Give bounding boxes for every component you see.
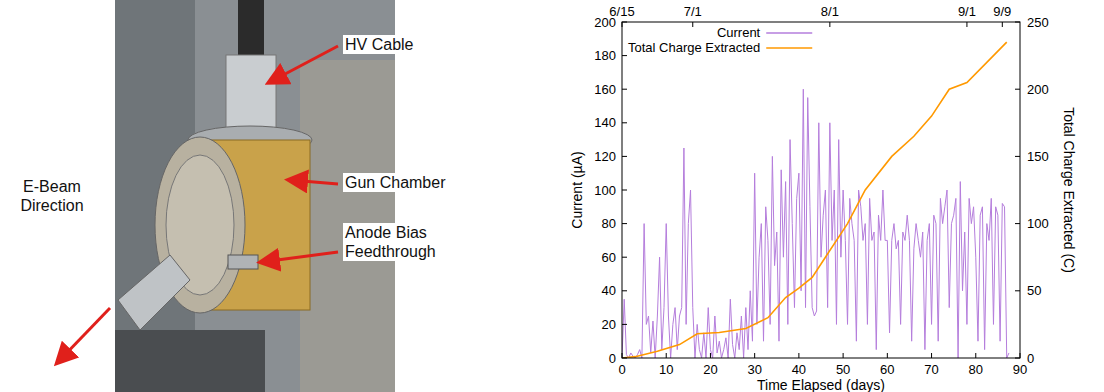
x-tick bbox=[843, 353, 844, 358]
x2-tick-label: 9/1 bbox=[958, 4, 976, 19]
photo-feedthrough bbox=[228, 255, 258, 269]
y2-tick bbox=[1015, 358, 1020, 359]
plot-frame bbox=[622, 22, 1020, 358]
y-tick bbox=[622, 290, 627, 291]
x-tick-label: 0 bbox=[618, 362, 625, 377]
x-tick-label: 30 bbox=[747, 362, 761, 377]
series-line bbox=[622, 42, 1007, 358]
y-tick-label: 20 bbox=[602, 317, 616, 332]
y2-tick-label: 150 bbox=[1027, 149, 1049, 164]
x-tick-label: 20 bbox=[703, 362, 717, 377]
y2-tick bbox=[1015, 22, 1020, 23]
x-tick-label: 40 bbox=[792, 362, 806, 377]
y2-tick bbox=[1015, 89, 1020, 90]
y2-tick bbox=[1015, 156, 1020, 157]
y2-tick-label: 250 bbox=[1027, 15, 1049, 30]
y-tick-label: 160 bbox=[594, 82, 616, 97]
x2-tick-label: 7/1 bbox=[684, 4, 702, 19]
photo-background bbox=[115, 0, 395, 392]
legend-swatch bbox=[766, 47, 812, 49]
label-background bbox=[343, 242, 438, 261]
x2-tick-label: 9/9 bbox=[993, 4, 1011, 19]
photo-label: Anode Bias bbox=[345, 224, 427, 241]
x-tick bbox=[798, 353, 799, 358]
x-tick bbox=[754, 353, 755, 358]
y2-tick-label: 200 bbox=[1027, 82, 1049, 97]
x-tick bbox=[887, 353, 888, 358]
legend-swatch bbox=[766, 32, 812, 34]
y-tick bbox=[622, 22, 627, 23]
y-tick bbox=[622, 89, 627, 90]
x-tick-label: 80 bbox=[969, 362, 983, 377]
plot-marks bbox=[622, 42, 1009, 358]
y-tick-label: 120 bbox=[594, 149, 616, 164]
y-tick bbox=[622, 55, 627, 56]
x-tick bbox=[931, 353, 932, 358]
label-background bbox=[343, 173, 448, 192]
pointer-arrow bbox=[262, 252, 338, 262]
y2-tick-label: 0 bbox=[1027, 351, 1034, 366]
y-tick-label: 40 bbox=[602, 283, 616, 298]
x-tick-label: 70 bbox=[924, 362, 938, 377]
photo-label: Feedthrough bbox=[345, 243, 436, 260]
x-tick-label: 50 bbox=[836, 362, 850, 377]
photo-beam-pipe bbox=[118, 255, 190, 330]
pointer-arrow bbox=[58, 308, 110, 362]
x2-tick-label: 8/1 bbox=[821, 4, 839, 19]
pointer-arrow bbox=[270, 46, 338, 82]
x2-tick bbox=[692, 22, 693, 27]
y-tick-label: 0 bbox=[609, 351, 616, 366]
x-tick-label: 60 bbox=[880, 362, 894, 377]
x-tick bbox=[622, 353, 623, 358]
x2-tick bbox=[622, 22, 623, 27]
figure: HV Cable Gun Chamber Anode Bias Feedthrough… bbox=[0, 0, 1104, 392]
y2-tick-label: 50 bbox=[1027, 283, 1041, 298]
x-tick bbox=[666, 353, 667, 358]
x-tick bbox=[975, 353, 976, 358]
y-tick-label: 60 bbox=[602, 250, 616, 265]
photo-label: E-Beam bbox=[23, 178, 81, 195]
y-tick bbox=[622, 358, 627, 359]
label-background bbox=[343, 223, 429, 242]
x-tick bbox=[710, 353, 711, 358]
photo-label: Gun Chamber bbox=[345, 174, 446, 191]
y-tick bbox=[622, 122, 627, 123]
y-tick bbox=[622, 324, 627, 325]
legend: CurrentTotal Charge Extracted bbox=[628, 25, 812, 55]
pointer-arrow bbox=[290, 180, 338, 184]
y-tick bbox=[622, 190, 627, 191]
x-tick bbox=[1020, 353, 1021, 358]
x-axis-title: Time Elapsed (days) bbox=[757, 377, 885, 392]
photo-label: Direction bbox=[20, 197, 83, 214]
y-tick bbox=[622, 223, 627, 224]
chart: 01020304050607080906/157/18/19/19/902040… bbox=[569, 4, 1077, 392]
y-tick-label: 200 bbox=[594, 15, 616, 30]
y-tick-label: 80 bbox=[602, 216, 616, 231]
photo: HV Cable Gun Chamber Anode Bias Feedthrough… bbox=[20, 0, 448, 392]
y-tick-label: 140 bbox=[594, 115, 616, 130]
y-tick bbox=[622, 156, 627, 157]
y2-tick bbox=[1015, 290, 1020, 291]
y2-axis-title: Total Charge Extracted (C) bbox=[1061, 107, 1077, 273]
x2-tick bbox=[966, 22, 967, 27]
x2-tick bbox=[829, 22, 830, 27]
x-tick-label: 10 bbox=[659, 362, 673, 377]
y2-tick-label: 100 bbox=[1027, 216, 1049, 231]
y-tick-label: 180 bbox=[594, 48, 616, 63]
y2-tick bbox=[1015, 223, 1020, 224]
y-tick bbox=[622, 257, 627, 258]
photo-cable bbox=[238, 0, 264, 60]
y-tick-label: 100 bbox=[594, 183, 616, 198]
photo-label: HV Cable bbox=[345, 36, 414, 53]
legend-label: Total Charge Extracted bbox=[628, 40, 760, 55]
y-axis-title: Current (µA) bbox=[569, 151, 585, 228]
x2-tick bbox=[1002, 22, 1003, 27]
label-background bbox=[343, 35, 416, 54]
legend-label: Current bbox=[717, 25, 761, 40]
photo-cables-bottom bbox=[115, 330, 265, 392]
x-tick-label: 90 bbox=[1013, 362, 1027, 377]
series-line bbox=[622, 89, 1009, 358]
